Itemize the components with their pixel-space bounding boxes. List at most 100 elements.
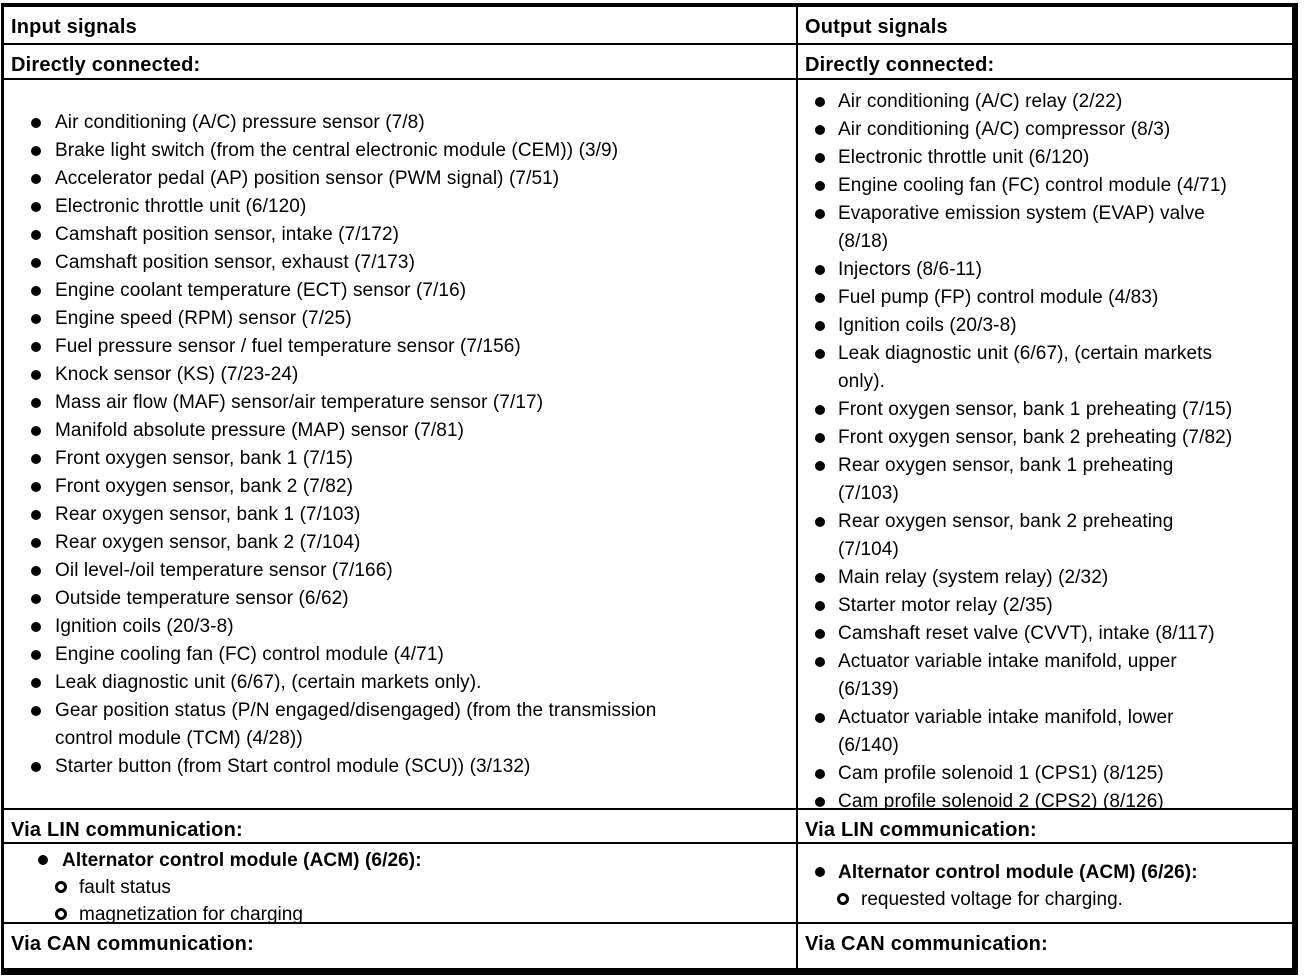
output-via-can-title-cell: Via CAN communication:: [798, 922, 1292, 968]
output-via-lin-title-cell: Via LIN communication:: [798, 808, 1292, 842]
bullet-icon: [815, 209, 825, 219]
list-item-text: Outside temperature sensor (6/62): [55, 588, 349, 609]
list-item-text: Starter button (from Start control modul…: [55, 756, 531, 777]
list-item: Engine speed (RPM) sensor (7/25): [31, 305, 790, 333]
list-item-text: Front oxygen sensor, bank 2 (7/82): [55, 476, 354, 497]
list-item: Oil level-/oil temperature sensor (7/166…: [31, 557, 790, 585]
bullet-icon: [815, 573, 825, 583]
sub-list-item-text: magnetization for charging: [79, 904, 303, 922]
list-item: Outside temperature sensor (6/62): [31, 585, 790, 613]
list-item-text: Fuel pump (FP) control module (4/83): [838, 287, 1159, 308]
list-item: Actuator variable intake manifold, upper…: [815, 648, 1288, 704]
list-item: Main relay (system relay) (2/32): [815, 564, 1288, 592]
input-directly-connected-title: Directly connected:: [11, 54, 201, 76]
bullet-icon: [815, 97, 825, 107]
list-item: Manifold absolute pressure (MAP) sensor …: [31, 417, 790, 445]
output-signals-header-cell: Output signals: [798, 7, 1292, 43]
input-via-can-title-cell: Via CAN communication:: [4, 922, 798, 968]
list-item-text: Front oxygen sensor, bank 1 preheating (…: [838, 399, 1233, 420]
input-signal-list: Air conditioning (A/C) pressure sensor (…: [4, 80, 796, 781]
list-item-text: Leak diagnostic unit (6/67), (certain ma…: [55, 672, 482, 693]
bullet-icon: [31, 398, 41, 408]
acm-group-head: Alternator control module (ACM) (6/26):: [815, 859, 1292, 886]
list-item-text: Main relay (system relay) (2/32): [838, 567, 1109, 588]
list-item-text: Electronic throttle unit (6/120): [838, 147, 1090, 168]
bullet-icon: [31, 762, 41, 772]
list-item-text: Rear oxygen sensor, bank 2 (7/104): [55, 532, 361, 553]
list-item-text: Electronic throttle unit (6/120): [55, 196, 307, 217]
output-signals-header: Output signals: [805, 16, 948, 38]
bullet-icon: [815, 657, 825, 667]
bullet-icon: [31, 482, 41, 492]
list-item-text: Oil level-/oil temperature sensor (7/166…: [55, 560, 393, 581]
list-item-text: Actuator variable intake manifold, lower…: [838, 707, 1174, 756]
list-item-text: Cam profile solenoid 1 (CPS1) (8/125): [838, 763, 1164, 784]
list-item-text: Camshaft position sensor, intake (7/172): [55, 224, 400, 245]
acm-subitem-list: requested voltage for charging.: [815, 886, 1292, 913]
sub-list-item-text: fault status: [79, 877, 171, 898]
input-via-lin-title-cell: Via LIN communication:: [4, 808, 798, 842]
list-item-text: Rear oxygen sensor, bank 2 preheating (7…: [838, 511, 1174, 560]
sub-list-item-text: requested voltage for charging.: [861, 889, 1123, 910]
list-item: Injectors (8/6-11): [815, 256, 1288, 284]
bullet-icon: [31, 678, 41, 688]
input-directly-connected-list-cell: Air conditioning (A/C) pressure sensor (…: [4, 78, 798, 808]
bullet-icon: [31, 174, 41, 184]
list-item: Brake light switch (from the central ele…: [31, 137, 790, 165]
output-via-lin-title: Via LIN communication:: [805, 819, 1037, 841]
acm-group: Alternator control module (ACM) (6/26): …: [38, 847, 796, 922]
input-signals-header-cell: Input signals: [4, 7, 798, 43]
bullet-icon: [815, 713, 825, 723]
sub-list-item: requested voltage for charging.: [837, 886, 1292, 913]
output-via-lin-content-cell: Alternator control module (ACM) (6/26): …: [798, 842, 1292, 922]
input-signals-header: Input signals: [11, 16, 137, 38]
bullet-icon: [31, 706, 41, 716]
list-item-text: Injectors (8/6-11): [838, 259, 983, 280]
input-via-lin-content-cell: Alternator control module (ACM) (6/26): …: [4, 842, 798, 922]
list-item: Air conditioning (A/C) pressure sensor (…: [31, 109, 790, 137]
bullet-icon: [815, 125, 825, 135]
bullet-icon: [815, 181, 825, 191]
bullet-icon: [31, 314, 41, 324]
list-item: Knock sensor (KS) (7/23-24): [31, 361, 790, 389]
list-item-text: Air conditioning (A/C) relay (2/22): [838, 91, 1123, 112]
list-item: Electronic throttle unit (6/120): [815, 144, 1288, 172]
list-item: Gear position status (P/N engaged/diseng…: [31, 697, 790, 753]
bullet-icon: [31, 594, 41, 604]
sub-list-item: fault status: [55, 874, 796, 901]
sub-list-item: magnetization for charging: [55, 901, 796, 922]
acm-group: Alternator control module (ACM) (6/26): …: [815, 859, 1292, 913]
list-item: Rear oxygen sensor, bank 2 (7/104): [31, 529, 790, 557]
list-item-text: Engine cooling fan (FC) control module (…: [55, 644, 444, 665]
bullet-icon: [815, 405, 825, 415]
list-item-text: Camshaft position sensor, exhaust (7/173…: [55, 252, 416, 273]
list-item: Ignition coils (20/3-8): [815, 312, 1288, 340]
bullet-icon: [815, 265, 825, 275]
open-circle-bullet-icon: [55, 881, 67, 893]
list-item: Front oxygen sensor, bank 2 preheating (…: [815, 424, 1288, 452]
bullet-icon: [815, 797, 825, 807]
bullet-icon: [31, 342, 41, 352]
bullet-icon: [815, 461, 825, 471]
list-item-text: Manifold absolute pressure (MAP) sensor …: [55, 420, 465, 441]
bullet-icon: [815, 629, 825, 639]
bullet-icon: [31, 650, 41, 660]
bullet-icon: [31, 286, 41, 296]
bullet-icon: [31, 146, 41, 156]
bullet-icon: [31, 202, 41, 212]
list-item-text: Rear oxygen sensor, bank 1 preheating (7…: [838, 455, 1174, 504]
list-item-text: Fuel pressure sensor / fuel temperature …: [55, 336, 521, 357]
bullet-icon: [38, 855, 48, 865]
acm-subitem-list: fault status magnetization for charging: [38, 874, 796, 922]
list-item: Rear oxygen sensor, bank 1 preheating (7…: [815, 452, 1288, 508]
list-item: Mass air flow (MAF) sensor/air temperatu…: [31, 389, 790, 417]
list-item: Front oxygen sensor, bank 1 (7/15): [31, 445, 790, 473]
list-item: Electronic throttle unit (6/120): [31, 193, 790, 221]
bullet-icon: [31, 622, 41, 632]
list-item-text: Knock sensor (KS) (7/23-24): [55, 364, 299, 385]
input-directly-connected-title-cell: Directly connected:: [4, 43, 798, 78]
list-item: Cam profile solenoid 1 (CPS1) (8/125): [815, 760, 1288, 788]
bullet-icon: [31, 566, 41, 576]
bullet-icon: [31, 258, 41, 268]
